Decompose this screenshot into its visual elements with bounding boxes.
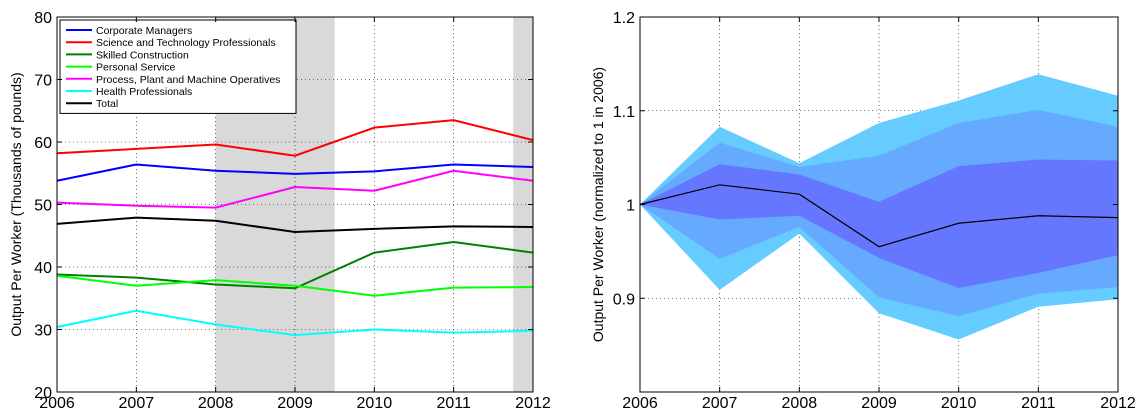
x-tick-label: 2012 [515, 395, 551, 412]
y-axis-label: Output Per Worker (normalized to 1 in 20… [590, 67, 606, 342]
legend-label: Science and Technology Professionals [96, 37, 276, 49]
x-tick-label: 2010 [941, 395, 977, 412]
series-line [56, 274, 534, 297]
series-line [56, 169, 534, 209]
y-tick-label: 80 [34, 10, 52, 27]
y-tick-label: 70 [34, 73, 52, 90]
x-tick-label: 2009 [277, 395, 313, 412]
y-tick-label: 60 [34, 135, 52, 152]
y-tick-label: 1.1 [613, 104, 635, 121]
x-tick-label: 2008 [198, 395, 234, 412]
x-tick-label: 2006 [622, 395, 658, 412]
shaded-period [513, 17, 533, 392]
series-line [56, 119, 534, 157]
x-tick-label: 2006 [39, 395, 75, 412]
legend-label: Total [96, 98, 118, 110]
x-tick-label: 2011 [436, 395, 471, 412]
legend-label: Corporate Managers [96, 25, 192, 37]
x-tick-label: 2007 [119, 395, 155, 412]
y-tick-label: 1 [626, 198, 635, 215]
y-tick-label: 30 [34, 323, 52, 340]
series-line [56, 309, 534, 337]
confidence-band [640, 159, 1118, 288]
median-line [639, 184, 1119, 248]
legend-label: Health Professionals [96, 86, 192, 98]
legend-label: Process, Plant and Machine Operatives [96, 74, 280, 86]
y-tick-label: 50 [34, 198, 52, 215]
y-tick-label: 0.9 [613, 291, 635, 308]
legend-label: Personal Service [96, 62, 176, 74]
y-tick-label: 20 [34, 385, 52, 402]
legend-box [59, 19, 297, 114]
series-line [56, 240, 534, 290]
legend-label: Skilled Construction [96, 49, 189, 61]
y-axis-label: Output Per Worker (Thousands of pounds) [8, 72, 24, 336]
x-tick-label: 2007 [702, 395, 738, 412]
x-tick-label: 2011 [1021, 395, 1056, 412]
x-tick-label: 2008 [782, 395, 818, 412]
x-tick-label: 2010 [357, 395, 393, 412]
series-line [56, 163, 534, 182]
x-tick-label: 2012 [1100, 395, 1136, 412]
right-chart-normalized-output: 2006 2007 2008 2009 2010 2011 2012 0.9 1 1.1 1.2 Ou… [590, 10, 1136, 412]
y-tick-label: 40 [34, 260, 52, 277]
x-tick-label: 2009 [861, 395, 897, 412]
y-tick-label: 1.2 [613, 10, 635, 27]
series-line [56, 216, 534, 234]
